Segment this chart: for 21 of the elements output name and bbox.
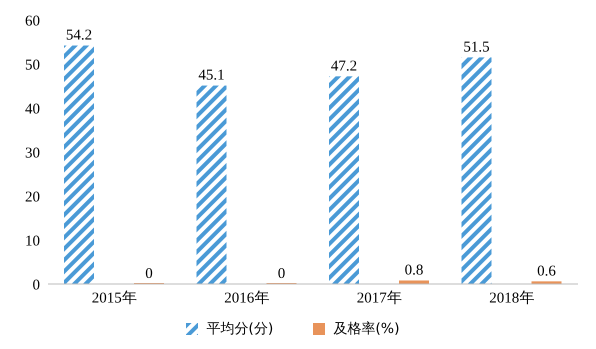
- y-tick-label: 60: [25, 13, 40, 30]
- legend-label: 及格率(%): [333, 320, 400, 338]
- x-tick-label: 2017年: [356, 290, 402, 307]
- y-tick-label: 50: [25, 57, 40, 74]
- x-tick-label: 2016年: [224, 290, 270, 307]
- data-label: 0.6: [537, 263, 556, 280]
- legend-label: 平均分(分): [206, 320, 274, 338]
- data-label: 0.8: [404, 262, 424, 278]
- y-tick-label: 0: [32, 277, 40, 294]
- data-label: 47.2: [330, 58, 358, 74]
- data-label: 54.2: [66, 28, 92, 44]
- y-tick-label: 20: [25, 189, 40, 206]
- y-tick-label: 30: [25, 145, 40, 162]
- data-label: 45.1: [198, 68, 225, 84]
- data-label: 0: [145, 266, 153, 282]
- x-tick-label: 2018年: [489, 290, 534, 307]
- x-tick-label: 2015年: [92, 290, 137, 307]
- y-tick-label: 10: [25, 233, 40, 250]
- data-label: 0: [278, 266, 286, 282]
- data-label: 51.5: [463, 39, 490, 56]
- y-tick-label: 40: [25, 101, 40, 118]
